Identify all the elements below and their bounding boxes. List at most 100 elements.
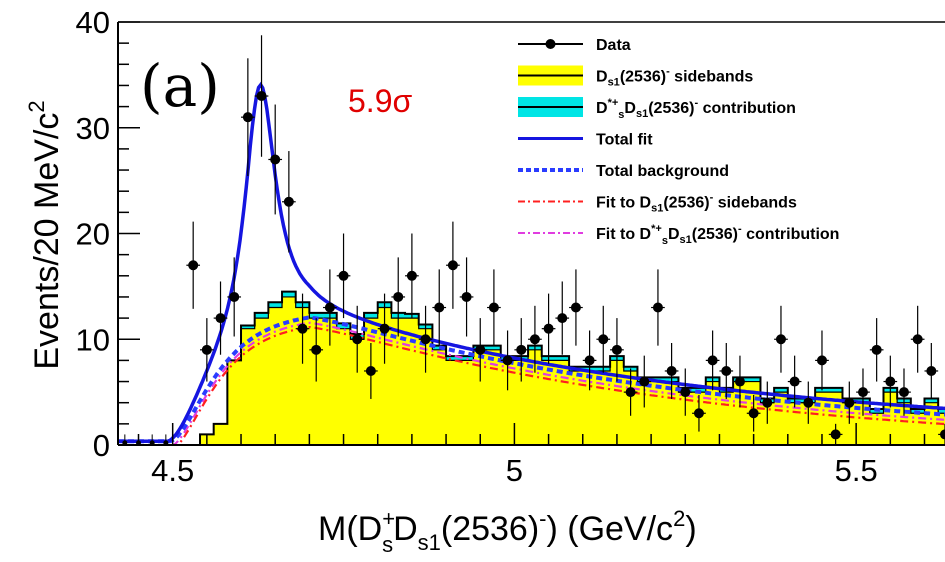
data-point [528,305,542,373]
data-marker [584,355,595,366]
data-point [364,342,378,399]
data-marker [434,302,445,313]
data-point [149,434,155,445]
data-point [787,355,802,408]
data-point [336,233,351,319]
data-marker [311,344,322,355]
data-marker [857,387,868,398]
data-point [815,330,829,391]
data-marker [680,387,691,398]
data-marker [639,376,650,387]
data-point [569,269,583,346]
legend-item-total-bkg: Total background [518,163,729,180]
data-marker [803,397,814,408]
data-point [582,330,597,391]
legend-item-data: Data [518,37,631,54]
data-point [446,221,460,309]
data-point [719,342,734,399]
data-marker [447,260,458,271]
data-marker [570,302,581,313]
data-marker [789,376,800,387]
data-marker [516,344,527,355]
data-marker [201,344,212,355]
data-point [842,381,857,424]
data-marker [775,334,786,345]
x-tick-label: 5.5 [835,453,878,488]
data-marker [379,323,390,334]
data-marker [625,387,636,398]
legend-data-marker [545,39,556,49]
data-point [856,368,870,416]
legend-label: Data [596,37,631,54]
data-marker [365,365,376,376]
data-marker [844,397,855,408]
data-marker [256,91,267,102]
x-tick-label: 4.5 [151,453,194,488]
fit-sideband-curve [176,326,945,445]
data-point [514,318,529,382]
legend-item-fit-contribution: Fit to D*+sDs1(2536)- contribution [518,223,839,247]
data-point [760,381,775,424]
data-point [555,281,570,355]
legend-label: Fit to D*+sDs1(2536)- contribution [596,223,839,247]
data-marker [393,291,404,302]
data-point [459,257,474,337]
data-marker [816,355,827,366]
data-point [596,305,611,373]
data-point [200,318,214,382]
data-marker [926,365,937,376]
y-tick-label: 30 [76,111,110,146]
data-marker [338,270,349,281]
significance-label: 5.9σ [348,83,412,119]
data-point [487,269,501,346]
y-tick-label: 0 [93,428,110,463]
data-marker [885,376,896,387]
data-marker [242,112,253,123]
data-point [623,368,638,416]
tick-labels: 0 10 20 30 40 4.5 5 5.5 [76,5,878,488]
legend-item-contribution: D*+sDs1(2536)- contribution [518,97,796,121]
legend-label: Total fit [596,132,653,149]
y-tick-label: 40 [76,5,110,40]
data-point [938,423,945,445]
data-point [350,305,365,373]
data-point [883,355,898,408]
data-marker [475,344,486,355]
data-point [254,35,269,157]
data-marker [543,323,554,334]
data-marker [488,302,499,313]
data-marker [940,429,945,440]
data-point [295,293,310,364]
data-marker [871,344,882,355]
data-marker [707,355,718,366]
legend-label: Ds1(2536)- sidebands [596,66,753,89]
data-marker [721,365,732,376]
data-layer [122,35,945,445]
y-tick-label: 20 [76,217,110,252]
data-marker [898,387,909,398]
data-point [774,305,788,373]
data-marker [693,408,704,419]
data-point [541,293,556,364]
svg-text:Events/20 MeV/c2: Events/20 MeV/c2 [24,100,66,369]
data-marker [297,323,308,334]
data-marker [830,429,841,440]
data-point [705,330,720,391]
data-marker [461,291,472,302]
stack-outline [118,290,945,445]
data-point [227,257,242,337]
legend-item-total-fit: Total fit [518,132,653,149]
data-point [186,221,201,309]
total-fit-curve [118,81,945,444]
data-marker [666,365,677,376]
data-point [473,318,488,382]
data-point [268,104,283,215]
x-tick-label: 5 [506,453,523,488]
data-marker [215,313,226,324]
legend-label: Total background [596,163,729,180]
y-tick-label: 10 [76,322,110,357]
data-marker [283,196,294,207]
legend-item-sideband: Ds1(2536)- sidebands [518,65,753,89]
data-point [637,355,652,408]
